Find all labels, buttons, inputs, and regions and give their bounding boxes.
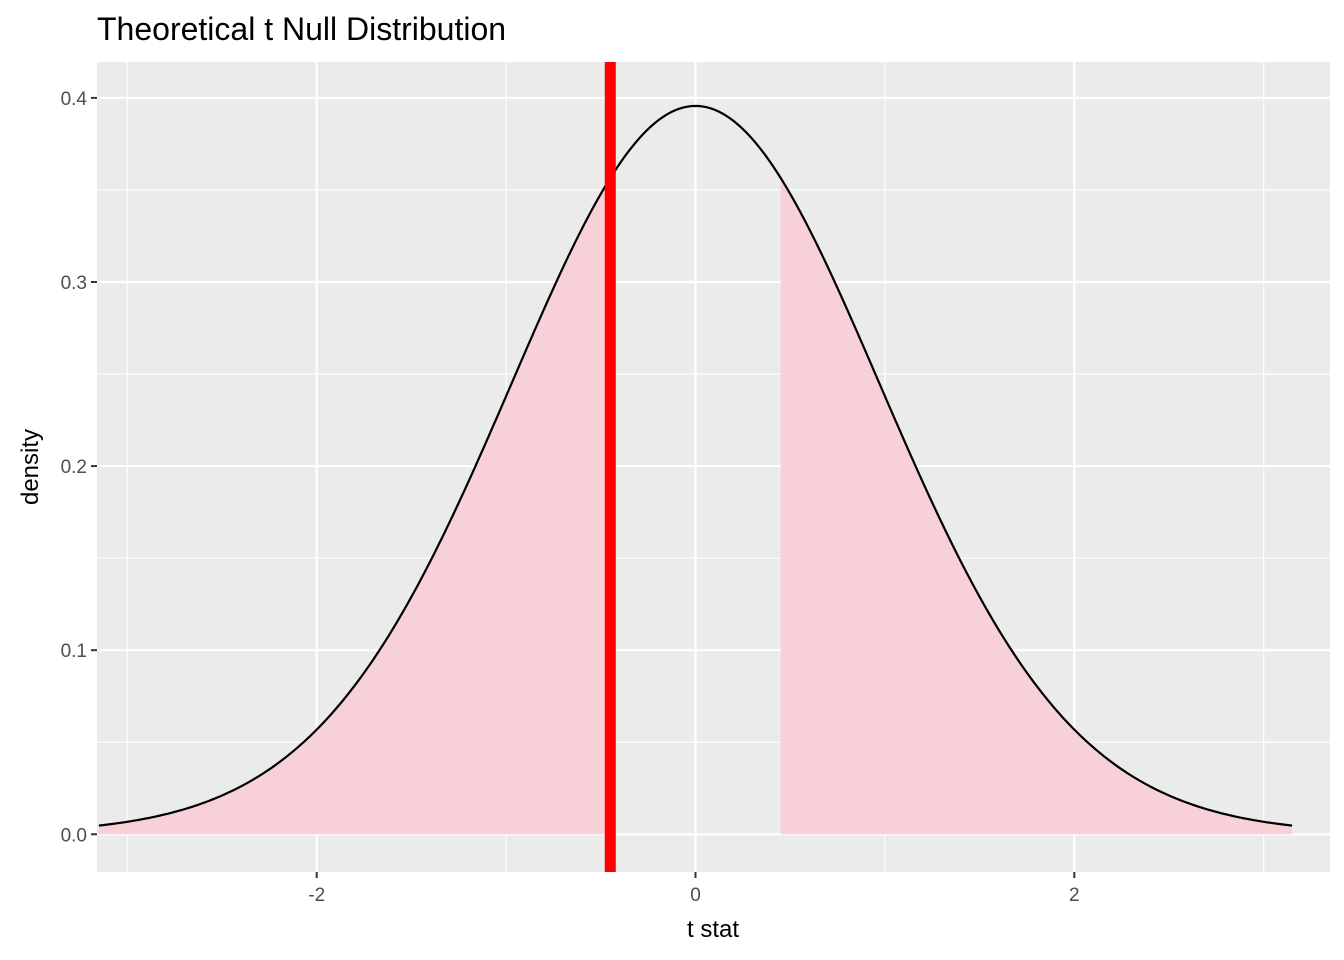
y-tick-label: 0.4 <box>61 89 88 110</box>
x-tick-label: -2 <box>308 885 325 906</box>
y-tick-label: 0.2 <box>61 457 87 478</box>
y-axis: 0.0 0.1 0.2 0.3 0.4 <box>61 89 97 846</box>
x-axis: -2 0 2 <box>308 872 1080 906</box>
shaded-region-left <box>98 178 611 835</box>
x-tick-label: 0 <box>690 885 701 906</box>
rejection-regions <box>98 178 1293 835</box>
shaded-region-right <box>780 178 1293 835</box>
y-tick-label: 0.3 <box>61 273 87 294</box>
x-axis-title: t stat <box>687 916 739 943</box>
y-tick-label: 0.1 <box>61 641 87 662</box>
y-tick-label: 0.0 <box>61 825 87 846</box>
chart-title: Theoretical t Null Distribution <box>97 11 506 47</box>
density-curve-layer <box>98 104 1293 827</box>
density-curve <box>98 104 1293 827</box>
y-axis-title: density <box>17 429 44 505</box>
x-tick-label: 2 <box>1069 885 1080 906</box>
